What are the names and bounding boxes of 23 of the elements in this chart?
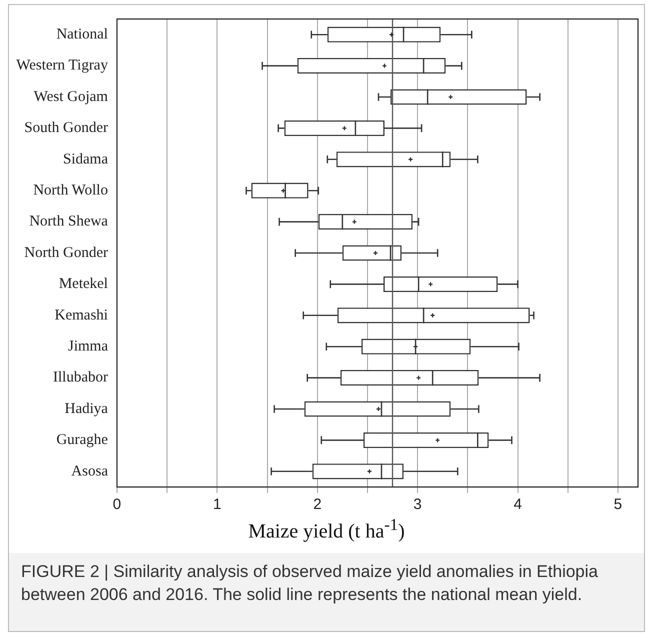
y-tick-label: Kemashi: [54, 307, 108, 324]
y-tick-label: Guraghe: [56, 432, 108, 448]
y-tick-label: South Gonder: [24, 120, 108, 136]
x-tick-label: 3: [413, 496, 422, 514]
x-tick-label: 2: [313, 496, 322, 514]
y-tick-label: Western Tigray: [16, 58, 108, 74]
y-tick-label: North Shewa: [29, 214, 108, 230]
y-tick-label: Metekel: [58, 276, 108, 292]
x-axis-title: Maize yield (t ha$^{-1}$): [247, 515, 406, 544]
x-tick-label: 5: [614, 496, 622, 514]
y-tick-label: West Gojam: [34, 88, 108, 105]
y-tick-label: National: [56, 26, 108, 43]
y-tick-label: Illubabor: [52, 370, 108, 386]
x-tick-label: 1: [213, 496, 222, 514]
caption: FIGURE 2 | Similarity analysis of observed maize yield anomalies in Ethiopia between 2006 and 2016. The solid line represents the national mean yield.: [9, 553, 644, 631]
y-tick-label: Sidama: [62, 151, 108, 168]
y-tick-label: Jimma: [68, 338, 108, 355]
x-tick-label: 0: [112, 496, 122, 514]
y-tick-label: Hadiya: [64, 400, 108, 417]
y-tick-label: Asosa: [71, 463, 108, 480]
y-tick-label: North Gonder: [24, 244, 108, 261]
x-tick-label: 4: [514, 496, 522, 514]
y-tick-label: North Wollo: [33, 182, 108, 199]
